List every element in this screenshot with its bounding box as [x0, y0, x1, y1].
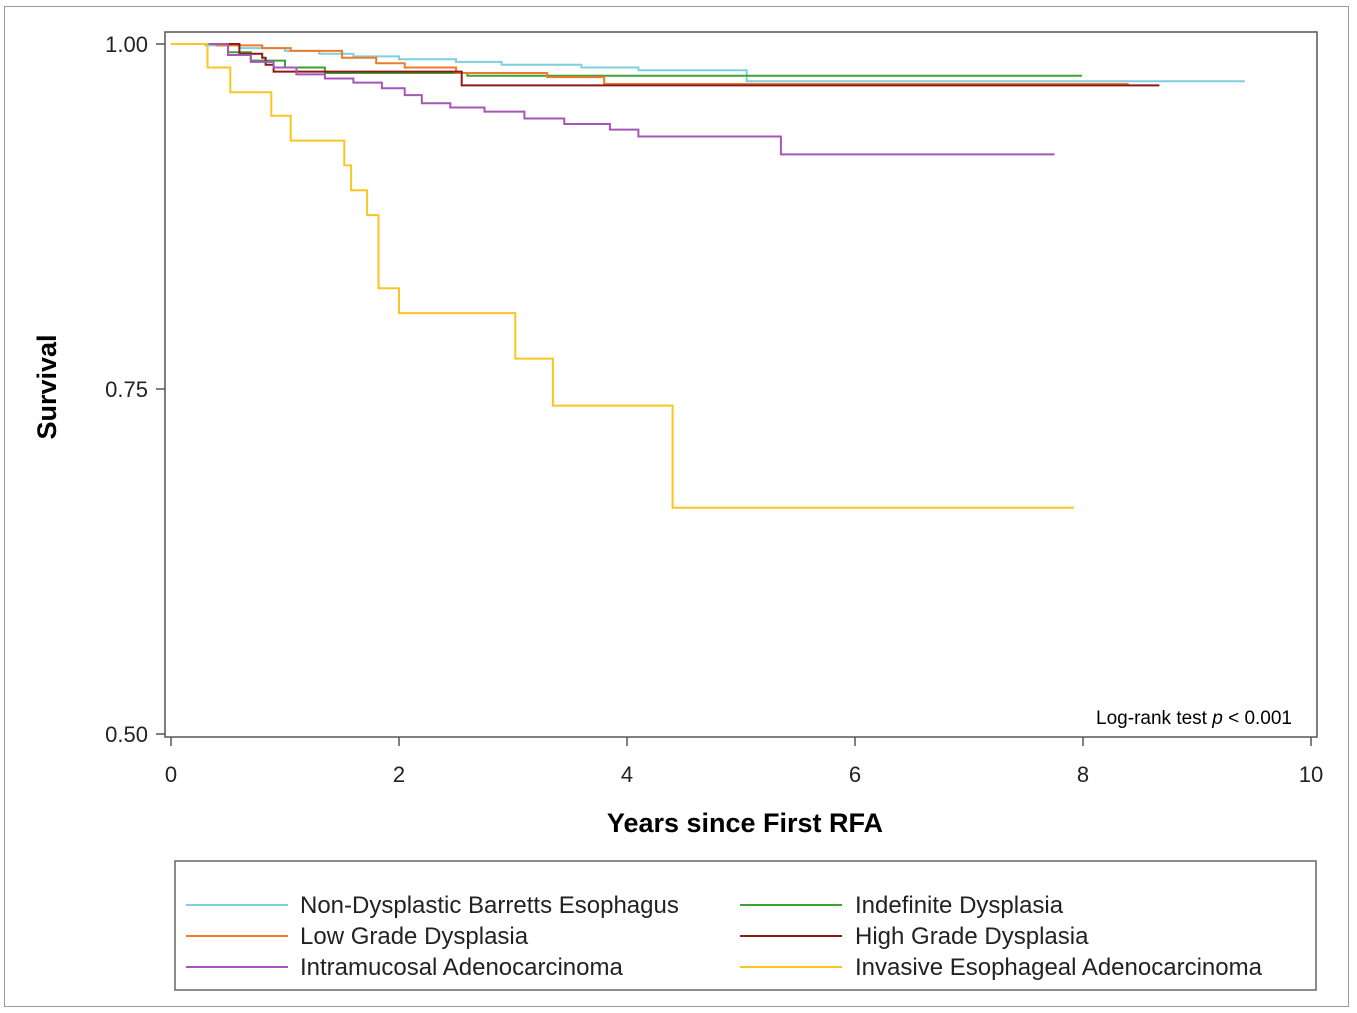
x-tick-label: 6 [849, 762, 861, 787]
legend-box [174, 860, 1317, 991]
y-tick-label: 0.75 [105, 377, 148, 402]
y-tick-label: 0.50 [105, 722, 148, 747]
legend: Non-Dysplastic Barretts Esophagus Indefin… [186, 892, 1263, 981]
plot-area [164, 31, 1318, 738]
legend-label-4: Intramucosal Adenocarcinoma [300, 954, 623, 981]
legend-label-0: Non-Dysplastic Barretts Esophagus [300, 892, 679, 919]
series-line-4 [171, 43, 1055, 156]
legend-label-3: High Grade Dysplasia [855, 923, 1089, 950]
series-line-2 [171, 43, 1129, 85]
series-line-3 [171, 43, 1160, 87]
figure-frame [4, 6, 1349, 1007]
x-tick-label: 2 [393, 762, 405, 787]
x-tick-label: 8 [1077, 762, 1089, 787]
legend-label-1: Indefinite Dysplasia [855, 892, 1064, 919]
y-axis-title: Survival [32, 334, 62, 439]
series-line-1 [171, 43, 1082, 77]
x-tick-label: 0 [165, 762, 177, 787]
x-tick-label: 4 [621, 762, 633, 787]
x-axis-title: Years since First RFA [607, 808, 883, 838]
logrank-annotation: Log-rank test p < 0.001 [1096, 708, 1292, 729]
survival-curves [171, 43, 1245, 509]
series-line-5 [171, 43, 1074, 509]
axis-ticks: 0 2 4 6 8 10 0.50 0.75 1.00 [105, 32, 1323, 787]
x-tick-label: 10 [1299, 762, 1323, 787]
y-tick-label: 1.00 [105, 32, 148, 57]
legend-label-5: Invasive Esophageal Adenocarcinoma [855, 954, 1263, 981]
legend-label-2: Low Grade Dysplasia [300, 923, 529, 950]
